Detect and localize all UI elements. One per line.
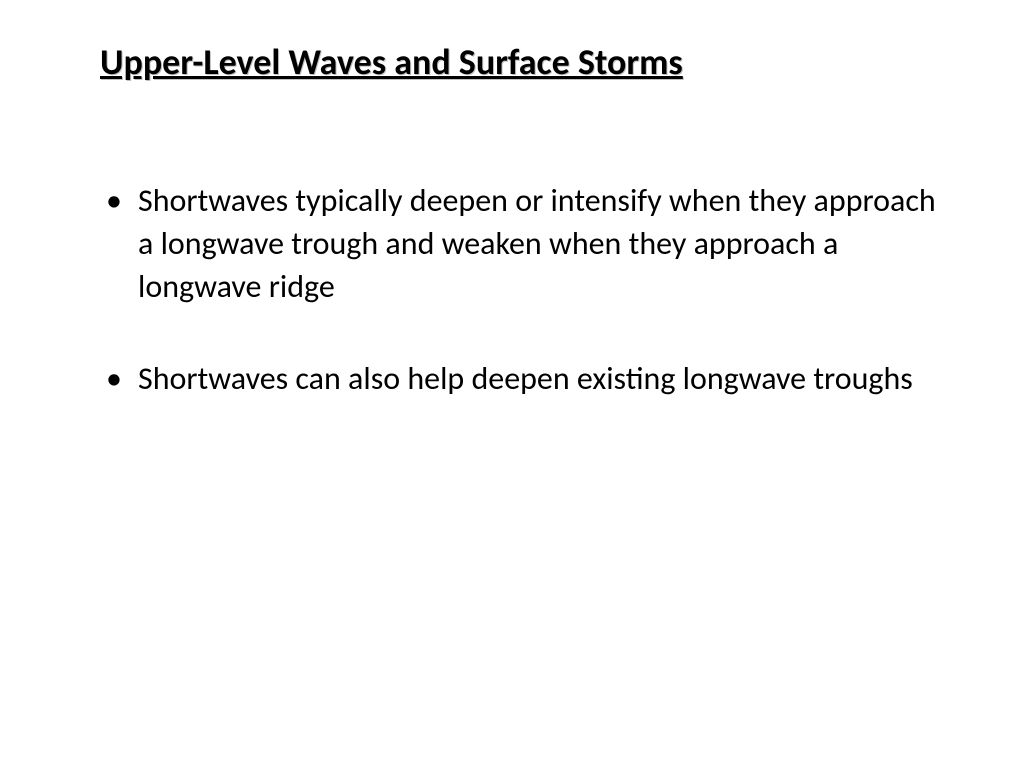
- bullet-item: Shortwaves typically deepen or intensify…: [100, 179, 944, 309]
- slide-title: Upper-Level Waves and Surface Storms: [100, 40, 944, 84]
- bullet-list: Shortwaves typically deepen or intensify…: [100, 179, 944, 400]
- bullet-item: Shortwaves can also help deepen existing…: [100, 357, 944, 400]
- slide-container: Upper-Level Waves and Surface Storms Sho…: [0, 0, 1024, 768]
